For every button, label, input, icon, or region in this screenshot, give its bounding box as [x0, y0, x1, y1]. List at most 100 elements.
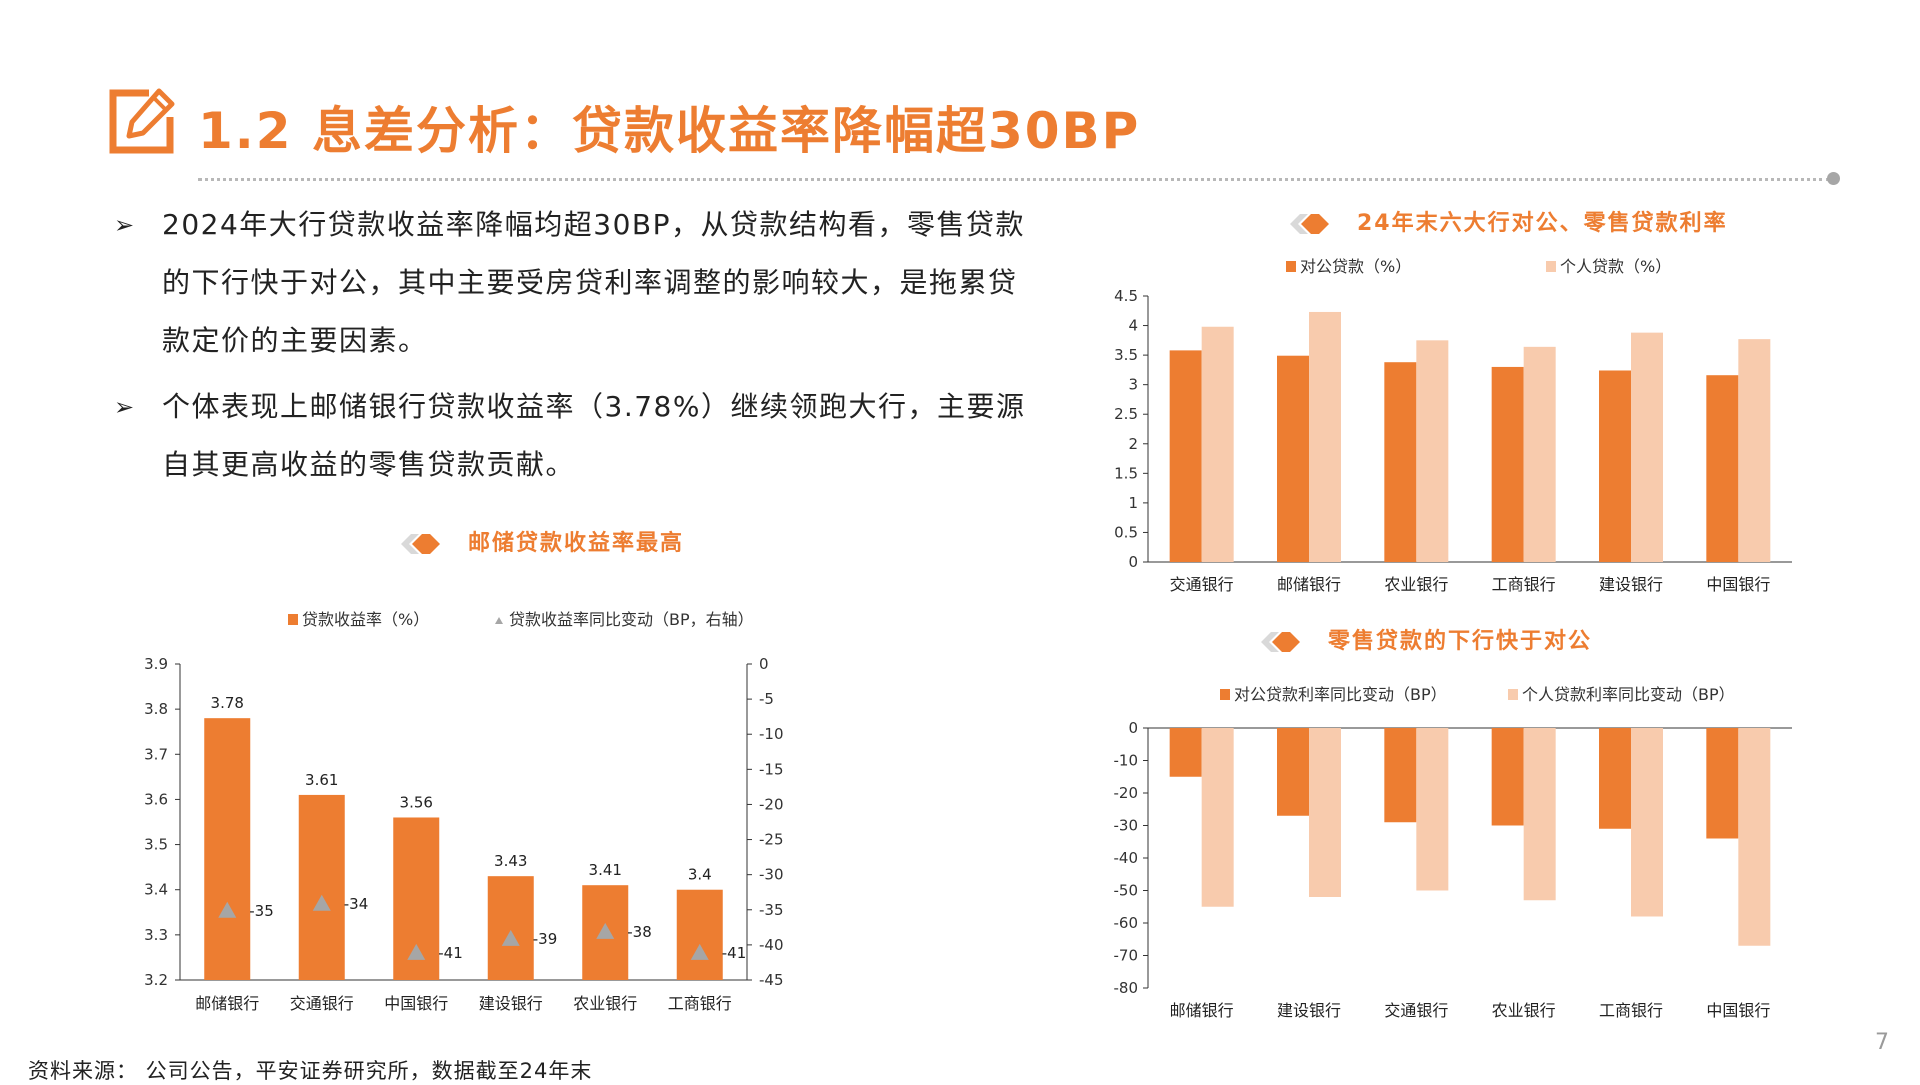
bar-retail [1523, 728, 1556, 901]
y-tick-label: 3.9 [144, 655, 168, 673]
y2-tick-label: -30 [759, 866, 784, 884]
y2-tick-label: -25 [759, 831, 784, 849]
bar-corporate [1491, 728, 1524, 826]
chart-loan-yield: 3.2 3.3 3.4 3.5 3.6 3.7 3.8 3.9 -45 -40 -35 -30 -25 -… [144, 610, 784, 1013]
chart-title: 零售贷款的下行快于对公 [1328, 629, 1593, 654]
bar-corporate [1706, 728, 1739, 839]
y2-tick-label: -40 [759, 936, 784, 954]
x-category-label: 建设银行 [479, 994, 543, 1013]
arrow-bullet-icon: ➢ [114, 211, 136, 239]
marker-data-label: -35 [249, 902, 274, 920]
y-tick-label: 3 [1128, 376, 1138, 394]
bar-corporate [1277, 728, 1309, 816]
bar-loan-yield [676, 889, 723, 980]
bar-corporate [1384, 362, 1417, 562]
y-tick-label: 4.5 [1114, 287, 1138, 305]
bar-data-label: 3.41 [589, 861, 622, 879]
bullet-item: ➢ 2024年大行贷款收益率降幅均超30BP，从贷款结构看，零售贷款的下行快于对… [112, 196, 1032, 370]
yoy-change-marker [312, 894, 331, 911]
y-tick-label: 0 [1128, 719, 1138, 737]
bar-corporate [1706, 375, 1739, 562]
y-tick-label: 4 [1128, 317, 1138, 335]
y2-tick-label: -20 [759, 795, 784, 813]
bar-data-label: 3.78 [211, 694, 244, 712]
y-tick-label: 1 [1128, 494, 1138, 512]
bar-retail [1523, 346, 1556, 562]
y-tick-label: -10 [1114, 752, 1139, 770]
arrow-bullet-icon: ➢ [114, 393, 136, 421]
yoy-change-marker [218, 901, 237, 918]
bar-data-label: 3.43 [494, 852, 527, 870]
y-tick-label: -50 [1114, 882, 1139, 900]
y-tick-label: -40 [1114, 849, 1139, 867]
y2-tick-label: -15 [759, 760, 784, 778]
marker-data-label: -34 [344, 895, 369, 913]
bar-loan-yield [487, 876, 534, 980]
bar-retail [1631, 728, 1663, 917]
bar-retail [1201, 728, 1234, 907]
ribbon-icon [1290, 214, 1329, 234]
y-tick-label: 0.5 [1114, 523, 1138, 541]
x-category-label: 邮储银行 [1277, 575, 1341, 594]
yoy-change-marker [501, 929, 520, 946]
legend-label: 对公贷款（%） [1300, 257, 1411, 276]
x-category-label: 建设银行 [1599, 575, 1663, 594]
yoy-change-marker [690, 943, 709, 960]
y-tick-label: 2.5 [1114, 405, 1138, 423]
x-category-label: 农业银行 [1492, 1001, 1556, 1020]
legend-swatch [1546, 261, 1556, 272]
y2-tick-label: -10 [759, 725, 784, 743]
y-tick-label: 3.3 [144, 926, 168, 944]
chart-title: 邮储贷款收益率最高 [468, 531, 685, 556]
y-tick-label: -20 [1114, 784, 1139, 802]
bar-retail [1416, 340, 1449, 562]
legend-swatch [1508, 689, 1518, 700]
chart-loan-rates: 0 0.5 1 1.5 2 2.5 3 3.5 4 4.5 交通银行 邮储银行 农业银行 工商银行 建设银行… [1114, 257, 1792, 594]
x-category-label: 工商银行 [1599, 1001, 1663, 1020]
x-category-label: 工商银行 [1492, 575, 1556, 594]
x-category-label: 中国银行 [1706, 1001, 1770, 1020]
y-tick-label: 3.5 [1114, 346, 1138, 364]
bar-loan-yield [204, 718, 251, 980]
bar-corporate [1169, 350, 1202, 562]
bar-data-label: 3.61 [305, 771, 338, 789]
x-category-label: 农业银行 [1384, 575, 1448, 594]
legend-swatch [288, 614, 298, 625]
x-category-label: 工商银行 [668, 994, 732, 1013]
legend-label: 个人贷款利率同比变动（BP） [1522, 685, 1735, 704]
x-category-label: 邮储银行 [195, 994, 259, 1013]
title-divider [198, 178, 1830, 181]
y-tick-label: 3.4 [144, 881, 168, 899]
legend-swatch [1220, 689, 1230, 700]
bar-retail [1416, 728, 1449, 891]
bullet-item: ➢ 个体表现上邮储银行贷款收益率（3.78%）继续领跑大行，主要源自其更高收益的… [112, 378, 1032, 494]
y2-tick-label: 0 [759, 655, 769, 673]
marker-data-label: -41 [438, 944, 463, 962]
bar-data-label: 3.4 [688, 866, 712, 884]
bar-loan-yield [298, 794, 345, 980]
pencil-square-icon [109, 88, 175, 154]
bar-corporate [1384, 728, 1417, 823]
bar-data-label: 3.56 [400, 793, 433, 811]
bullet-text: 2024年大行贷款收益率降幅均超30BP，从贷款结构看，零售贷款的下行快于对公，… [162, 208, 1025, 357]
page-title: 1.2 息差分析：贷款收益率降幅超30BP [198, 102, 1141, 160]
legend-swatch [1286, 261, 1296, 272]
marker-data-label: -38 [627, 923, 652, 941]
y2-tick-label: -35 [759, 901, 784, 919]
source-note: 资料来源： 公司公告，平安证券研究所，数据截至24年末 [28, 1059, 593, 1083]
y-tick-label: -80 [1114, 979, 1139, 997]
divider-end-dot [1827, 172, 1840, 185]
y2-tick-label: -45 [759, 971, 784, 989]
bar-corporate [1599, 370, 1631, 562]
x-category-label: 农业银行 [573, 994, 637, 1013]
legend-label: 个人贷款（%） [1560, 257, 1671, 276]
x-category-label: 交通银行 [1384, 1001, 1448, 1020]
legend-label: 对公贷款利率同比变动（BP） [1234, 685, 1447, 704]
chart-title: 24年末六大行对公、零售贷款利率 [1357, 211, 1728, 236]
bar-corporate [1491, 366, 1524, 562]
bar-retail [1738, 728, 1771, 946]
bullet-list: ➢ 2024年大行贷款收益率降幅均超30BP，从贷款结构看，零售贷款的下行快于对… [112, 196, 1032, 502]
y-tick-label: 3.8 [144, 700, 168, 718]
y-tick-label: 3.7 [144, 745, 168, 763]
marker-data-label: -39 [533, 930, 558, 948]
